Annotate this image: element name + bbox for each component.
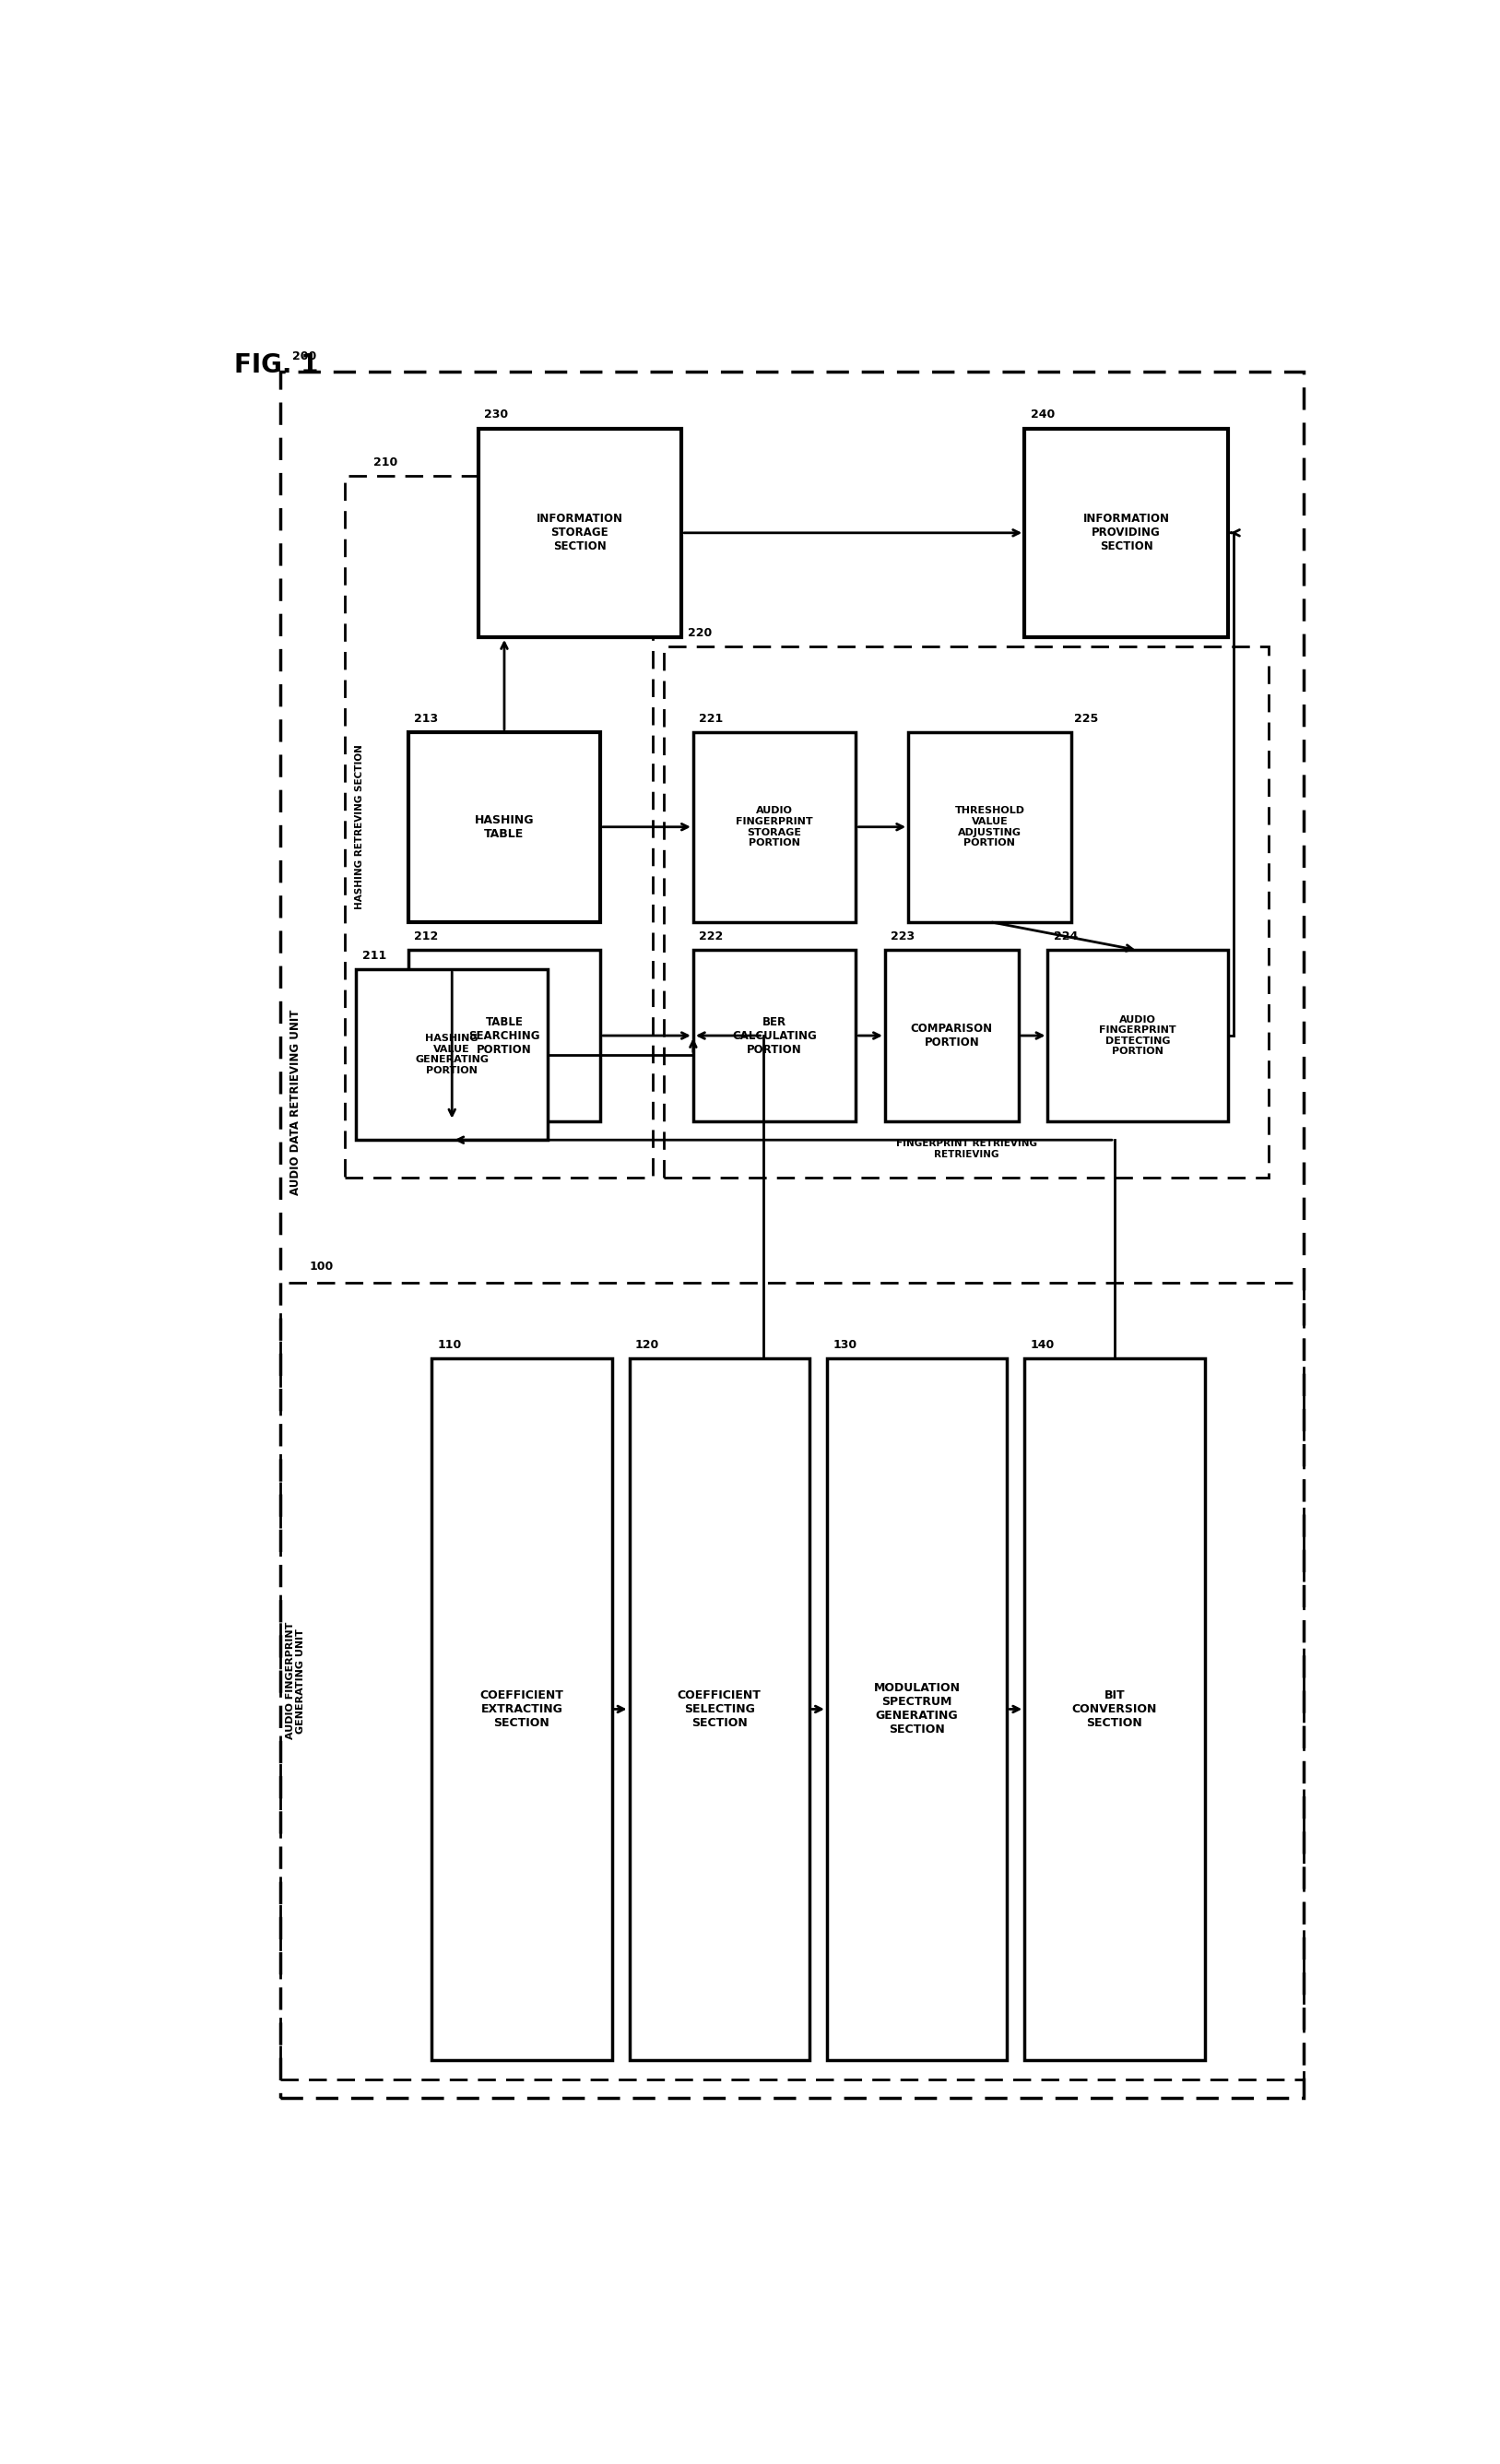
Bar xyxy=(1024,1358,1204,2060)
Text: HASHING
VALUE
GENERATING
PORTION: HASHING VALUE GENERATING PORTION xyxy=(416,1035,489,1074)
Text: 240: 240 xyxy=(1030,409,1054,421)
Bar xyxy=(478,429,681,638)
Text: 211: 211 xyxy=(361,949,386,961)
Text: 220: 220 xyxy=(687,628,711,638)
Text: AUDIO FINGERPRINT
GENERATING UNIT: AUDIO FINGERPRINT GENERATING UNIT xyxy=(285,1621,306,1740)
Bar xyxy=(885,951,1019,1121)
Bar xyxy=(432,1358,612,2060)
Bar xyxy=(693,951,856,1121)
Text: BER
CALCULATING
PORTION: BER CALCULATING PORTION xyxy=(732,1015,818,1055)
Text: 120: 120 xyxy=(634,1338,660,1350)
Text: INFORMATION
PROVIDING
SECTION: INFORMATION PROVIDING SECTION xyxy=(1083,513,1170,552)
Text: 222: 222 xyxy=(699,931,723,944)
Text: FIG. 1: FIG. 1 xyxy=(234,352,318,379)
Text: COEFFICIENT
EXTRACTING
SECTION: COEFFICIENT EXTRACTING SECTION xyxy=(480,1690,564,1730)
Text: COEFFICIENT
SELECTING
SECTION: COEFFICIENT SELECTING SECTION xyxy=(678,1690,760,1730)
Bar xyxy=(408,732,600,922)
Text: FINGERPRINT RETRIEVING
RETRIEVING: FINGERPRINT RETRIEVING RETRIEVING xyxy=(896,1138,1036,1158)
Bar xyxy=(280,372,1303,2099)
Text: MODULATION
SPECTRUM
GENERATING
SECTION: MODULATION SPECTRUM GENERATING SECTION xyxy=(873,1683,960,1737)
Text: 230: 230 xyxy=(485,409,509,421)
Text: AUDIO
FINGERPRINT
DETECTING
PORTION: AUDIO FINGERPRINT DETECTING PORTION xyxy=(1100,1015,1176,1057)
Bar xyxy=(280,1281,1303,2080)
Text: 221: 221 xyxy=(699,712,723,724)
Text: BIT
CONVERSION
SECTION: BIT CONVERSION SECTION xyxy=(1072,1690,1156,1730)
Bar xyxy=(827,1358,1007,2060)
Text: 130: 130 xyxy=(833,1338,856,1350)
Text: COMPARISON
PORTION: COMPARISON PORTION xyxy=(910,1023,993,1050)
Text: INFORMATION
STORAGE
SECTION: INFORMATION STORAGE SECTION xyxy=(537,513,622,552)
Text: TABLE
SEARCHING
PORTION: TABLE SEARCHING PORTION xyxy=(468,1015,540,1055)
Bar xyxy=(907,732,1071,922)
Text: 140: 140 xyxy=(1030,1338,1054,1350)
Bar xyxy=(1047,951,1228,1121)
Text: AUDIO DATA RETRIEVING UNIT: AUDIO DATA RETRIEVING UNIT xyxy=(290,1010,302,1195)
Text: 200: 200 xyxy=(292,350,316,362)
Text: 225: 225 xyxy=(1074,712,1098,724)
Text: 223: 223 xyxy=(891,931,915,944)
Text: 224: 224 xyxy=(1053,931,1078,944)
Text: 110: 110 xyxy=(438,1338,462,1350)
Text: 212: 212 xyxy=(414,931,438,944)
Bar xyxy=(408,951,600,1121)
Text: 100: 100 xyxy=(309,1262,334,1274)
Bar xyxy=(693,732,856,922)
Bar xyxy=(356,968,548,1141)
Text: HASHING
TABLE: HASHING TABLE xyxy=(474,813,534,840)
Text: 210: 210 xyxy=(374,456,398,468)
Bar xyxy=(345,476,652,1178)
Bar xyxy=(1024,429,1228,638)
Bar xyxy=(664,646,1269,1178)
Bar xyxy=(628,1358,810,2060)
Text: AUDIO
FINGERPRINT
STORAGE
PORTION: AUDIO FINGERPRINT STORAGE PORTION xyxy=(736,806,813,848)
Text: HASHING RETREVING SECTION: HASHING RETREVING SECTION xyxy=(356,744,364,909)
Text: 213: 213 xyxy=(414,712,438,724)
Text: THRESHOLD
VALUE
ADJUSTING
PORTION: THRESHOLD VALUE ADJUSTING PORTION xyxy=(954,806,1024,848)
